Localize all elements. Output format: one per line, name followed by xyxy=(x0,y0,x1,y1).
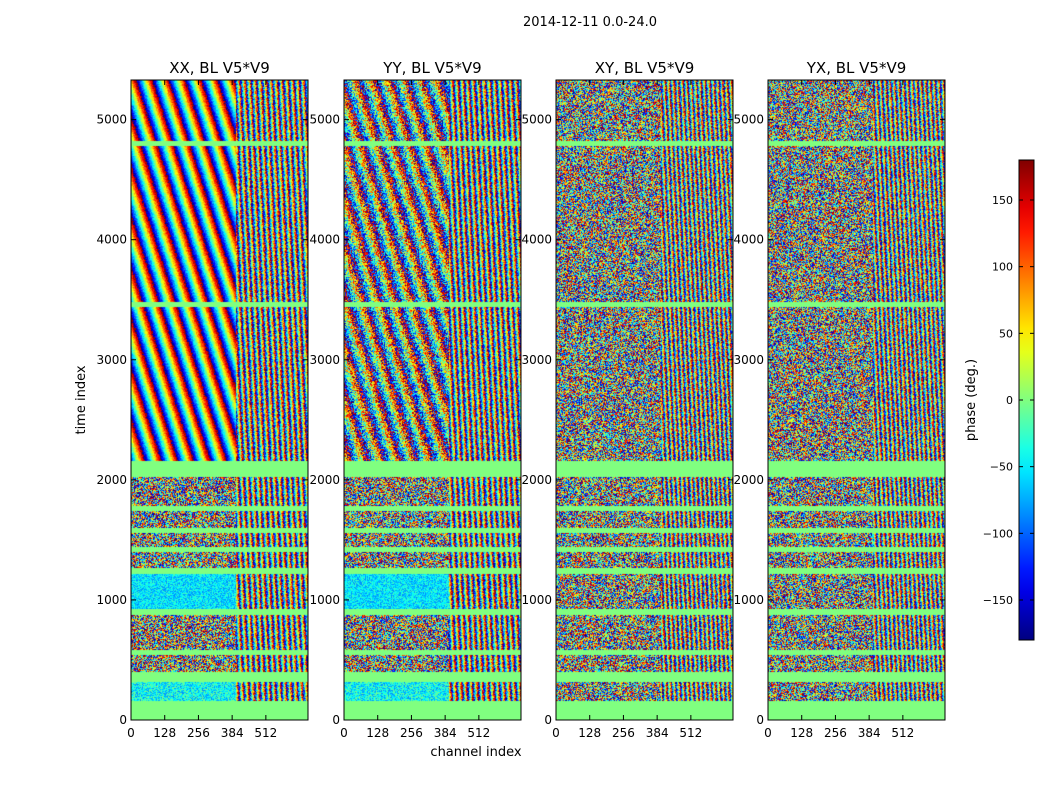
phase-heatmap xyxy=(768,80,945,720)
y-axis-label: time index xyxy=(74,365,89,434)
colorbar: −150 −100 −50 0 50 100 150 xyxy=(983,159,1035,641)
panel-title: YY, BL V5*V9 xyxy=(382,59,481,77)
x-tick-label: 128 xyxy=(366,726,389,740)
y-tick-label: 3000 xyxy=(521,353,552,367)
panel-2: YY, BL V5*V9 0 128 256 384 512 0 1000 2000 3000 40… xyxy=(309,59,522,740)
x-tick-label: 128 xyxy=(153,726,176,740)
x-tick-label: 256 xyxy=(612,726,635,740)
y-tick-label: 1000 xyxy=(733,593,764,607)
y-tick-label: 0 xyxy=(756,713,764,727)
y-tick-label: 0 xyxy=(119,713,127,727)
phase-heatmap xyxy=(344,80,521,720)
colorbar-tick-label: 50 xyxy=(999,327,1013,340)
panel-frame xyxy=(343,79,522,721)
x-tick-label: 512 xyxy=(679,726,702,740)
x-tick-label: 384 xyxy=(434,726,457,740)
colorbar-tick-label: −50 xyxy=(990,461,1013,474)
x-tick-label: 0 xyxy=(552,726,560,740)
y-tick-label: 4000 xyxy=(96,233,127,247)
x-tick-label: 256 xyxy=(187,726,210,740)
y-tick-label: 3000 xyxy=(96,353,127,367)
y-tick-label: 2000 xyxy=(521,473,552,487)
x-tick-label: 384 xyxy=(221,726,244,740)
colorbar-tick-label: 150 xyxy=(992,194,1013,207)
panel-frame xyxy=(767,79,946,721)
panel-title: YX, BL V5*V9 xyxy=(806,59,907,77)
y-tick-label: 4000 xyxy=(309,233,340,247)
panel-frame xyxy=(555,79,734,721)
x-tick-label: 384 xyxy=(858,726,881,740)
x-tick-label: 512 xyxy=(254,726,277,740)
y-tick-label: 3000 xyxy=(309,353,340,367)
figure-title: 2014-12-11 0.0-24.0 xyxy=(523,15,657,30)
colorbar-label: phase (deg.) xyxy=(964,359,979,441)
x-tick-label: 128 xyxy=(578,726,601,740)
y-tick-label: 1000 xyxy=(521,593,552,607)
x-tick-label: 0 xyxy=(127,726,135,740)
colorbar-tick-label: 100 xyxy=(992,261,1013,274)
y-tick-label: 1000 xyxy=(309,593,340,607)
y-tick-label: 2000 xyxy=(733,473,764,487)
x-tick-label: 0 xyxy=(764,726,772,740)
x-tick-label: 256 xyxy=(824,726,847,740)
y-tick-label: 0 xyxy=(332,713,340,727)
x-tick-label: 384 xyxy=(646,726,669,740)
colorbar-tick-label: −150 xyxy=(983,594,1013,607)
panels-group: XX, BL V5*V9 0 128 256 384 512 0 1000 2000 3000 40… xyxy=(96,59,946,740)
y-tick-label: 3000 xyxy=(733,353,764,367)
panel-title: XY, BL V5*V9 xyxy=(595,59,695,77)
y-tick-label: 5000 xyxy=(733,113,764,127)
x-tick-label: 0 xyxy=(340,726,348,740)
x-tick-label: 256 xyxy=(400,726,423,740)
panel-3: XY, BL V5*V9 0 128 256 384 512 0 1000 2000 3000 40… xyxy=(521,59,734,740)
y-tick-label: 5000 xyxy=(309,113,340,127)
x-tick-label: 512 xyxy=(467,726,490,740)
colorbar-tick-label: 0 xyxy=(1006,394,1013,407)
y-tick-label: 5000 xyxy=(96,113,127,127)
x-axis-label: channel index xyxy=(430,745,521,760)
y-tick-label: 0 xyxy=(544,713,552,727)
y-tick-label: 5000 xyxy=(521,113,552,127)
phase-heatmap xyxy=(131,80,308,720)
panel-frame xyxy=(130,79,309,721)
phase-heatmap xyxy=(556,80,733,720)
panel-4: YX, BL V5*V9 0 128 256 384 512 0 1000 2000 3000 40… xyxy=(733,59,946,740)
colorbar-tick-label: −100 xyxy=(983,527,1013,540)
x-tick-label: 128 xyxy=(790,726,813,740)
y-tick-label: 2000 xyxy=(309,473,340,487)
y-tick-label: 4000 xyxy=(521,233,552,247)
panel-title: XX, BL V5*V9 xyxy=(169,59,270,77)
x-tick-label: 512 xyxy=(891,726,914,740)
y-tick-label: 2000 xyxy=(96,473,127,487)
y-tick-label: 1000 xyxy=(96,593,127,607)
panel-1: XX, BL V5*V9 0 128 256 384 512 0 1000 2000 3000 40… xyxy=(96,59,309,740)
y-tick-label: 4000 xyxy=(733,233,764,247)
